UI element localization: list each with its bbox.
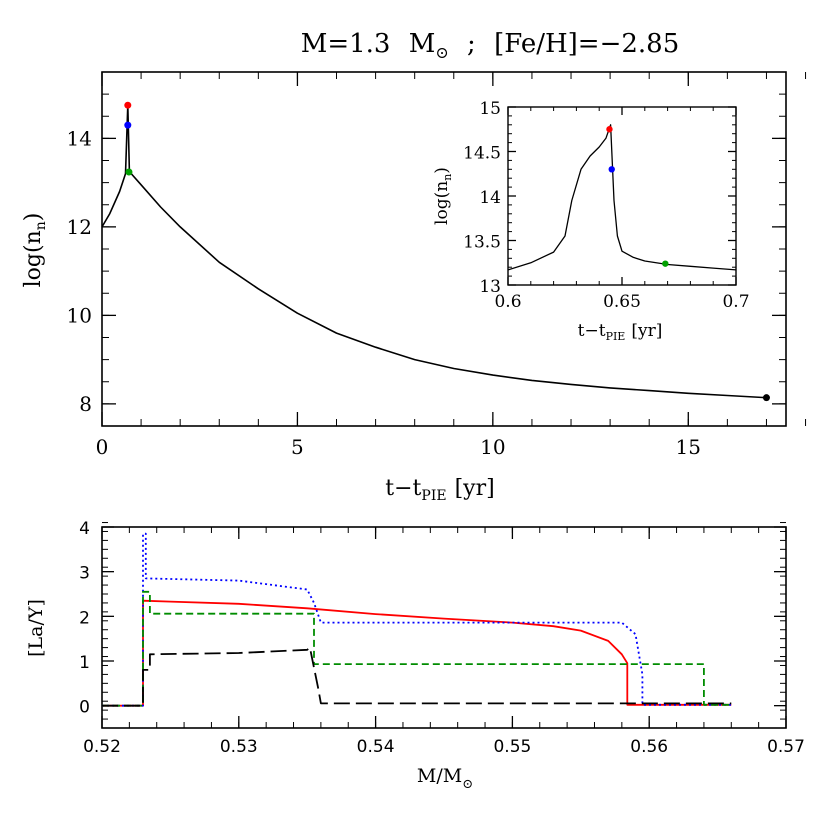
bottom-x-label: M/M⊙ (417, 765, 473, 792)
main-y-label: log(nn) (21, 213, 49, 288)
bottom-series-line-3 (102, 646, 732, 707)
main-marker-2 (125, 168, 133, 176)
y-tick-label: 13.5 (463, 233, 501, 253)
title-metallicity: [Fe/H]=−2.85 (494, 29, 679, 59)
y-tick-label: 2 (79, 608, 90, 628)
y-tick-label: 12 (67, 215, 92, 239)
title-separator: ; (467, 29, 476, 59)
y-tick-label: 13 (479, 277, 501, 297)
bottom-series-line-0 (102, 599, 732, 707)
x-tick-label: 0.65 (603, 292, 641, 312)
bottom-frame (101, 526, 787, 729)
main-panel: 0 5 10 15 8 10 12 14 t−tPIE [yr] log(nn) (21, 71, 807, 504)
bottom-y-label: [La/Y] (25, 599, 47, 657)
x-tick-label: 0.55 (493, 737, 531, 757)
x-tick-label: 0.57 (767, 737, 805, 757)
y-tick-label: 1 (79, 653, 90, 673)
x-tick-label: 10 (480, 435, 505, 459)
main-series-line-0 (101, 104, 767, 399)
y-tick-label: 4 (79, 519, 90, 539)
title-sun-symbol: ⊙ (435, 43, 448, 62)
x-tick-label: 0 (96, 435, 109, 459)
main-marker-3 (762, 394, 770, 402)
x-tick-label: 0.54 (357, 737, 395, 757)
chart-title: M=1.3 M⊙ ; [Fe/H]=−2.85 (301, 29, 680, 65)
x-tick-label: 0.56 (630, 737, 668, 757)
inset-series (507, 124, 737, 271)
x-tick-label: 0.6 (494, 292, 521, 312)
x-tick-label: 0.7 (722, 292, 749, 312)
bottom-series (102, 532, 732, 707)
inset-ticks: 0.6 0.65 0.7 13 13.5 14 14.5 15 (463, 99, 749, 312)
bottom-series-line-2 (102, 590, 732, 707)
bottom-series-line-1 (102, 532, 732, 707)
main-x-label: t−tPIE [yr] (385, 476, 494, 504)
y-tick-label: 8 (79, 392, 92, 416)
main-marker-0 (124, 101, 132, 109)
main-series (101, 101, 770, 402)
x-tick-label: 0.52 (83, 737, 121, 757)
main-ticks: 0 5 10 15 8 10 12 14 (67, 71, 807, 459)
bottom-ticks: 0.52 0.53 0.54 0.55 0.56 0.57 0 1 2 3 4 (79, 519, 805, 757)
y-tick-label: 14 (67, 126, 92, 150)
bottom-panel: 0.52 0.53 0.54 0.55 0.56 0.57 0 1 2 3 4 M/M⊙ [La/Y… (25, 519, 805, 792)
y-tick-label: 10 (67, 303, 92, 327)
inset-frame (507, 106, 737, 286)
x-tick-label: 5 (291, 435, 304, 459)
inset-marker-2 (662, 260, 669, 267)
inset-marker-0 (606, 126, 613, 133)
title-mass: M=1.3 (301, 29, 391, 59)
y-tick-label: 14 (479, 188, 501, 208)
y-tick-label: 3 (79, 564, 90, 584)
inset-y-label: log(nn) (432, 167, 454, 225)
main-marker-1 (124, 121, 132, 129)
y-tick-label: 0 (79, 698, 90, 718)
x-tick-label: 15 (676, 435, 701, 459)
title-mass-unit: M (409, 29, 436, 59)
inset-x-label: t−tPIE [yr] (578, 321, 663, 343)
inset-panel: 0.6 0.65 0.7 13 13.5 14 14.5 15 t−tPIE [yr] log(… (432, 99, 750, 343)
y-tick-label: 14.5 (463, 144, 501, 164)
y-tick-label: 15 (479, 99, 501, 119)
inset-marker-1 (608, 166, 615, 173)
x-tick-label: 0.53 (220, 737, 258, 757)
